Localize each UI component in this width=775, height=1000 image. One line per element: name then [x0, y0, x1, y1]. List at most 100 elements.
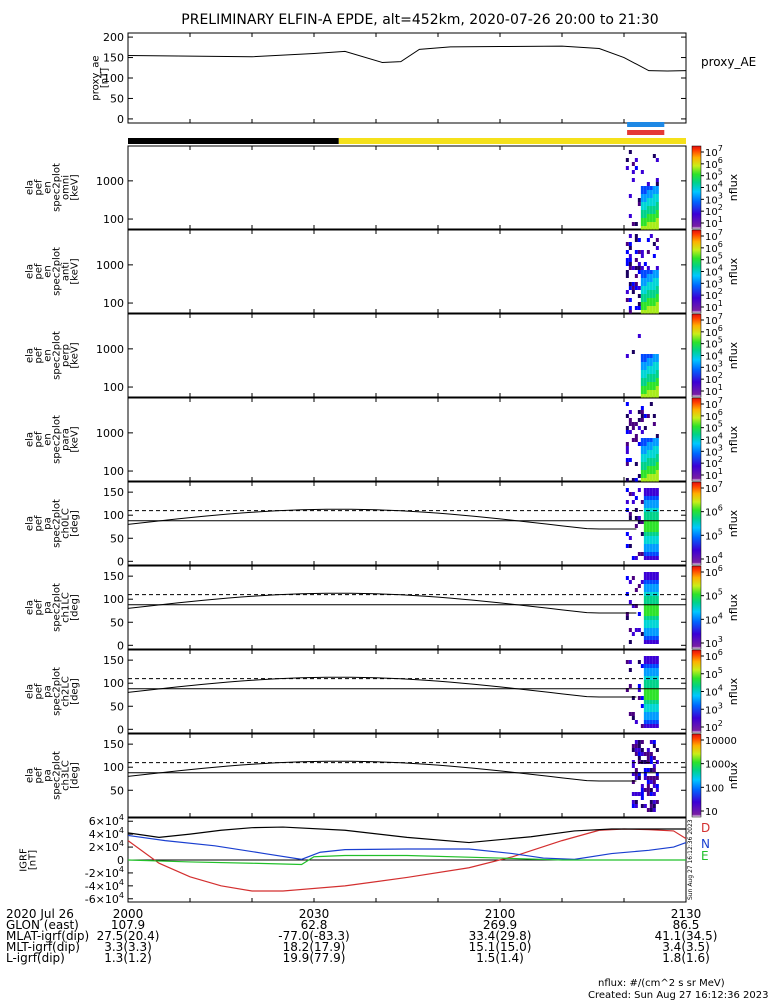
spec-omni-speck [646, 182, 650, 186]
spec-anti-speck [634, 286, 638, 290]
pa-ch0LC-cell [655, 520, 659, 524]
pa-ch2LC-cell [646, 712, 650, 716]
pa-ch1LC-cell [643, 608, 647, 612]
pa-ch3LC-speck [643, 788, 647, 792]
pa-ch0LC-cell [649, 512, 653, 516]
pa-ch0LC-cell [649, 516, 653, 520]
pa-ch1LC-cell [649, 612, 653, 616]
pa-ch3LC-ylabel-line-3: spec2plot [52, 751, 63, 800]
spec-para-cell [655, 458, 659, 462]
spec-perp-cell [649, 378, 653, 382]
pa-ch0LC-speck [625, 508, 629, 512]
spec-anti-cell [649, 274, 653, 278]
spec-perp-cell [643, 390, 647, 394]
pa-ch0LC-cell [655, 488, 659, 492]
pa-ch0LC-speck [625, 544, 629, 548]
spec-anti-cbar-label-0: 107 [705, 228, 723, 243]
pa-ch2LC-cell [652, 712, 656, 716]
pa-ch1LC-cell [646, 592, 650, 596]
pa-ch1LC-cell [649, 640, 653, 644]
footer-value-1-3: 86.5 [673, 918, 700, 932]
pa-ch2LC-cell [652, 668, 656, 672]
pa-ch1LC-ylabel-line-0: ela [25, 600, 36, 615]
spec-perp-speck [631, 350, 635, 354]
spec-para-cell [640, 438, 644, 442]
pa-ch2LC-speck [625, 660, 629, 664]
spec-para-cell [643, 466, 647, 470]
spec-anti-speck [655, 266, 659, 270]
spec-para-cell [652, 470, 656, 474]
pa-ch2LC-cell [649, 684, 653, 688]
pa-ch2LC-cell [649, 664, 653, 668]
spec-anti-speck [634, 238, 638, 242]
spec-perp-cell [640, 374, 644, 378]
pa-ch1LC-cell [655, 616, 659, 620]
spec-para-tick-label-1: 100 [103, 465, 124, 478]
pa-ch0LC-cell [643, 512, 647, 516]
pa-ch0LC-speck [631, 500, 635, 504]
pa-ch1LC-cbar-title-wrap: nflux [727, 593, 740, 621]
pa-ch0LC-cell [649, 504, 653, 508]
footer-value-1-1: 62.8 [301, 918, 328, 932]
pa-ch3LC-speck [637, 772, 641, 776]
pa-ch0LC-cell [652, 492, 656, 496]
spec-perp-speck [637, 334, 641, 338]
spec-para-speck [634, 462, 638, 466]
spec-anti-cell [643, 294, 647, 298]
pa-ch0LC-speck [637, 552, 641, 556]
pa-ch0LC-cell [649, 488, 653, 492]
spec-anti-cbar-title: nflux [727, 257, 740, 285]
pa-ch1LC-cell [655, 576, 659, 580]
pa-ch0LC-cell [652, 524, 656, 528]
pa-ch1LC-speck [634, 588, 638, 592]
pa-ch3LC-speck [640, 760, 644, 764]
pa-ch0LC-cell [649, 532, 653, 536]
pa-ch3LC-speck [643, 804, 647, 808]
spec-para-cell [643, 442, 647, 446]
pa-ch0LC-cell [649, 544, 653, 548]
pa-ch1LC-cell [652, 628, 656, 632]
spec-perp-cell [646, 366, 650, 370]
spec-para-cell [643, 438, 647, 442]
footer-label-0: 2020 Jul 26 [6, 907, 74, 921]
spec-para-cbar-label-2: 105 [705, 420, 723, 435]
spec-para-speck [628, 418, 632, 422]
pa-ch0LC-tick-label-1: 100 [103, 509, 124, 522]
pa-ch3LC-speck [634, 768, 638, 772]
spec-perp-ylabel-line-1: pef [34, 347, 45, 364]
spec-para-ylabel-line-4: para [61, 428, 72, 451]
spec-perp-cell [652, 394, 656, 398]
igrf-tick-label-4: -2×104 [85, 865, 124, 880]
plot-title: PRELIMINARY ELFIN-A EPDE, alt=452km, 202… [181, 12, 658, 28]
footer-value-0-2: 2100 [485, 907, 516, 921]
pa-ch3LC-speck [640, 740, 644, 744]
pa-ch0LC-cell [655, 552, 659, 556]
spec-anti-cell [655, 274, 659, 278]
spec-perp-cell [649, 354, 653, 358]
pa-ch2LC-ylabel-line-4: ch2LC [61, 676, 72, 707]
pa-ch3LC-speck [640, 752, 644, 756]
spec-para-speck [643, 426, 647, 430]
spec-perp-cell [649, 374, 653, 378]
pa-ch3LC-speck [643, 768, 647, 772]
pa-ch2LC-cbar-title-wrap: nflux [727, 677, 740, 705]
spec-para-frame [127, 397, 687, 482]
pa-ch2LC-cell [655, 704, 659, 708]
pa-ch1LC-cell [643, 576, 647, 580]
spec-perp-cell [649, 394, 653, 398]
pa-ch2LC-cell [652, 656, 656, 660]
pa-ch2LC-cell [649, 708, 653, 712]
pa-ch1LC-cell [655, 632, 659, 636]
pa-ch1LC-cbar-label-1: 105 [705, 588, 723, 603]
pa-ch1LC-tick-label-0: 150 [103, 570, 124, 583]
pa-ch0LC-cell [649, 528, 653, 532]
spec-perp-cell [646, 378, 650, 382]
spec-para-cell [646, 466, 650, 470]
spec-anti-cell [646, 290, 650, 294]
spec-para-speck [640, 406, 644, 410]
pa-ch1LC-ylabel-line-2: pa [43, 601, 54, 613]
spec-para-cell [655, 454, 659, 458]
pa-ch3LC-speck [652, 800, 656, 804]
spec-perp-cbar-title: nflux [727, 341, 740, 369]
pa-ch3LC-speck [637, 744, 641, 748]
